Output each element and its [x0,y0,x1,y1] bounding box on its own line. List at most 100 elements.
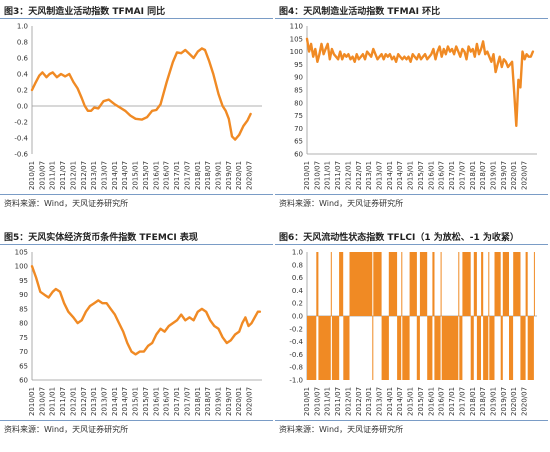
chart-source: 资料来源：Wind，天风证券研究所 [4,425,129,434]
y-tick-label: 0.2 [292,300,303,308]
bar [307,316,317,380]
x-tick-label: 2018/07 [204,387,212,416]
x-tick-label: 2012/07 [80,387,88,416]
x-tick-label: 2010/07 [38,161,46,190]
bar [476,316,481,380]
bar [513,252,521,316]
y-tick-label: 0.0 [17,103,28,111]
x-tick-label: 2015/01 [407,387,415,416]
y-tick-label: 0.4 [17,71,29,79]
x-tick-label: 2010/07 [38,387,46,416]
y-tick-label: 70 [19,348,28,356]
chart-title: 图6：天风流动性状态指数 TFLCI（1 为放松、-1 为收紧） [279,233,519,243]
x-tick-label: 2010/07 [313,387,321,416]
chart-panel-1: 图3：天风制造业活动指数 TFMAI 同比 -0.6 -0.4 -0.2 0.0 0.2… [0,0,275,226]
x-tick-label: 2018/01 [194,161,202,190]
bar [388,252,398,316]
y-tick-label: 80 [19,320,28,328]
x-tick-label: 2013/07 [101,161,109,190]
bar [432,252,435,316]
bar [502,252,509,316]
x-tick-label: 2011/01 [324,161,332,190]
y-tick-label: -0.6 [289,351,303,359]
x-tick-label: 2012/07 [355,387,363,416]
x-tick-label: 2015/07 [417,387,425,416]
source-divider [0,420,273,421]
y-tick-label: -0.6 [14,151,28,159]
x-tick-label: 2013/01 [90,161,98,190]
y-tick-label: -1.0 [289,377,303,385]
bar [381,316,389,380]
y-tick-label: 65 [294,138,303,146]
y-tick-label: 85 [294,87,303,95]
x-tick-label: 2012/01 [69,387,77,416]
x-tick-label: 2015/01 [407,161,415,190]
x-tick-label: 2016/01 [427,161,435,190]
x-tick-label: 2015/01 [132,161,140,190]
chart-title: 图4：天风制造业活动指数 TFMAI 环比 [279,7,441,17]
chart-source: 资料来源：Wind，天风证券研究所 [279,199,404,208]
bar [343,316,350,380]
x-tick-label: 2020/01 [510,161,518,190]
x-tick-label: 2017/07 [458,387,466,416]
y-tick-label: 110 [290,23,303,31]
source-divider [0,194,273,195]
x-tick-label: 2016/07 [163,161,171,190]
y-tick-label: 105 [290,35,303,43]
bar [409,252,417,316]
x-tick-label: 2020/01 [510,387,518,416]
chart-panel-2: 图4：天风制造业活动指数 TFMAI 环比 60 65 70 75 80 85 90 95 10… [275,0,550,226]
bar [481,252,484,316]
x-tick-label: 2010/07 [313,161,321,190]
y-tick-label: -0.4 [289,338,303,346]
series-line [30,47,252,141]
bar [373,252,382,316]
x-tick-label: 2010/01 [28,387,36,416]
x-tick-label: 2011/01 [324,387,332,416]
x-tick-label: 2018/07 [479,161,487,190]
x-tick-label: 2019/07 [500,387,508,416]
x-tick-label: 2011/07 [334,161,342,190]
x-tick-label: 2019/07 [225,161,233,190]
y-tick-label: 60 [294,151,303,159]
bar [427,316,433,380]
bar [316,252,319,316]
x-tick-label: 2015/07 [142,387,150,416]
chart-source: 资料来源：Wind，天风证券研究所 [4,199,129,208]
y-tick-label: 65 [19,362,28,370]
bar [372,316,374,380]
x-tick-label: 2017/07 [183,161,191,190]
x-tick-label: 2012/07 [355,161,363,190]
y-tick-label: 0.4 [292,287,304,295]
x-tick-label: 2017/01 [448,387,456,416]
bar [509,316,514,380]
x-tick-label: 2016/01 [152,161,160,190]
title-divider [275,18,548,19]
chart-panel-3: 图5：天风实体经济货币条件指数 TFEMCI 表现 60 65 70 75 80 85 90… [0,226,275,452]
y-tick-label: 1.0 [292,249,303,257]
y-tick-label: 0.8 [17,39,28,47]
x-tick-label: 2018/01 [194,387,202,416]
bar [401,252,403,316]
x-tick-label: 2013/01 [90,387,98,416]
source-divider [275,420,548,421]
x-tick-label: 2018/07 [204,161,212,190]
x-tick-label: 2013/07 [376,161,384,190]
bar [473,252,477,316]
x-tick-label: 2013/07 [376,387,384,416]
y-tick-label: 80 [294,99,303,107]
y-tick-label: 105 [15,249,28,257]
x-tick-label: 2019/01 [489,387,497,416]
y-tick-label: -0.8 [289,364,303,372]
x-tick-label: 2018/01 [469,161,477,190]
y-tick-label: 85 [19,305,28,313]
y-tick-label: 0.0 [292,313,303,321]
chart-title: 图3：天风制造业活动指数 TFMAI 同比 [4,7,166,17]
x-tick-label: 2012/07 [80,161,88,190]
x-tick-label: 2014/07 [396,387,404,416]
x-tick-label: 2016/07 [163,387,171,416]
y-tick-label: -0.2 [14,119,28,127]
x-tick-label: 2017/01 [173,161,181,190]
x-tick-label: 2015/07 [417,161,425,190]
